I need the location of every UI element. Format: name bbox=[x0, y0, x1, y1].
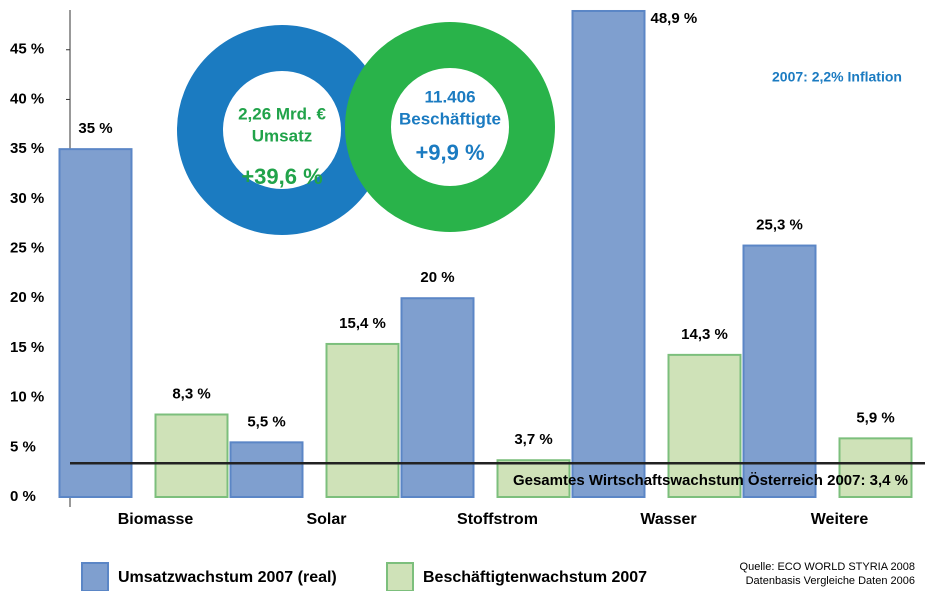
data-label: 5,9 % bbox=[856, 409, 894, 426]
legend-label: Umsatzwachstum 2007 (real) bbox=[118, 569, 337, 586]
data-label: 35 % bbox=[78, 120, 112, 137]
annotation: 2007: 2,2% Inflation bbox=[772, 69, 902, 85]
y-tick-label: 10 % bbox=[10, 389, 44, 406]
data-label: 48,9 % bbox=[651, 10, 698, 27]
x-tick-label: Biomasse bbox=[118, 511, 194, 528]
y-tick-label: 0 % bbox=[10, 488, 36, 505]
data-label: 8,3 % bbox=[172, 385, 210, 402]
bar bbox=[402, 298, 474, 497]
y-tick-label: 30 % bbox=[10, 190, 44, 207]
x-tick-label: Wasser bbox=[640, 511, 696, 528]
legend-swatch bbox=[82, 563, 108, 591]
annotation: Umsatz bbox=[252, 126, 312, 145]
x-tick-label: Stoffstrom bbox=[457, 511, 538, 528]
annotation: 2,26 Mrd. € bbox=[238, 104, 326, 123]
x-tick-label: Weitere bbox=[811, 511, 869, 528]
x-tick-label: Solar bbox=[306, 511, 346, 528]
data-label: 25,3 % bbox=[756, 217, 803, 234]
data-label: 20 % bbox=[420, 269, 454, 286]
bar bbox=[744, 246, 816, 497]
y-tick-label: 40 % bbox=[10, 90, 44, 107]
reference-label: Gesamtes Wirtschaftswachstum Österreich … bbox=[513, 472, 908, 489]
data-label: 15,4 % bbox=[339, 315, 386, 332]
y-tick-label: 20 % bbox=[10, 289, 44, 306]
bar bbox=[327, 344, 399, 497]
bar bbox=[156, 415, 228, 497]
y-tick-label: 15 % bbox=[10, 339, 44, 356]
annotation: +9,9 % bbox=[415, 140, 484, 165]
source: Datenbasis Vergleiche Daten 2006 bbox=[746, 575, 915, 587]
y-tick-label: 25 % bbox=[10, 239, 44, 256]
annotation: 11.406 bbox=[424, 87, 475, 106]
data-label: 14,3 % bbox=[681, 326, 728, 343]
bar bbox=[60, 149, 132, 497]
annotation: Beschäftigte bbox=[399, 109, 501, 128]
donuts: 2,26 Mrd. € Umsatz +39,6 % 11.406 Beschä… bbox=[200, 45, 532, 212]
y-tick-label: 5 % bbox=[10, 438, 36, 455]
data-label: 3,7 % bbox=[514, 431, 552, 448]
legend-swatch bbox=[387, 563, 413, 591]
bar bbox=[573, 11, 645, 497]
y-tick-label: 35 % bbox=[10, 140, 44, 157]
bar bbox=[231, 442, 303, 497]
annotation: +39,6 % bbox=[241, 164, 322, 189]
data-label: 5,5 % bbox=[247, 413, 285, 430]
source: Quelle: ECO WORLD STYRIA 2008 bbox=[740, 561, 915, 573]
legend-label: Beschäftigtenwachstum 2007 bbox=[423, 569, 647, 586]
chart: 0 % 5 % 10 % 15 % 20 % 25 % 30 % 35 % 40 % 45 % Bi… bbox=[0, 0, 927, 591]
y-tick-label: 45 % bbox=[10, 41, 44, 58]
